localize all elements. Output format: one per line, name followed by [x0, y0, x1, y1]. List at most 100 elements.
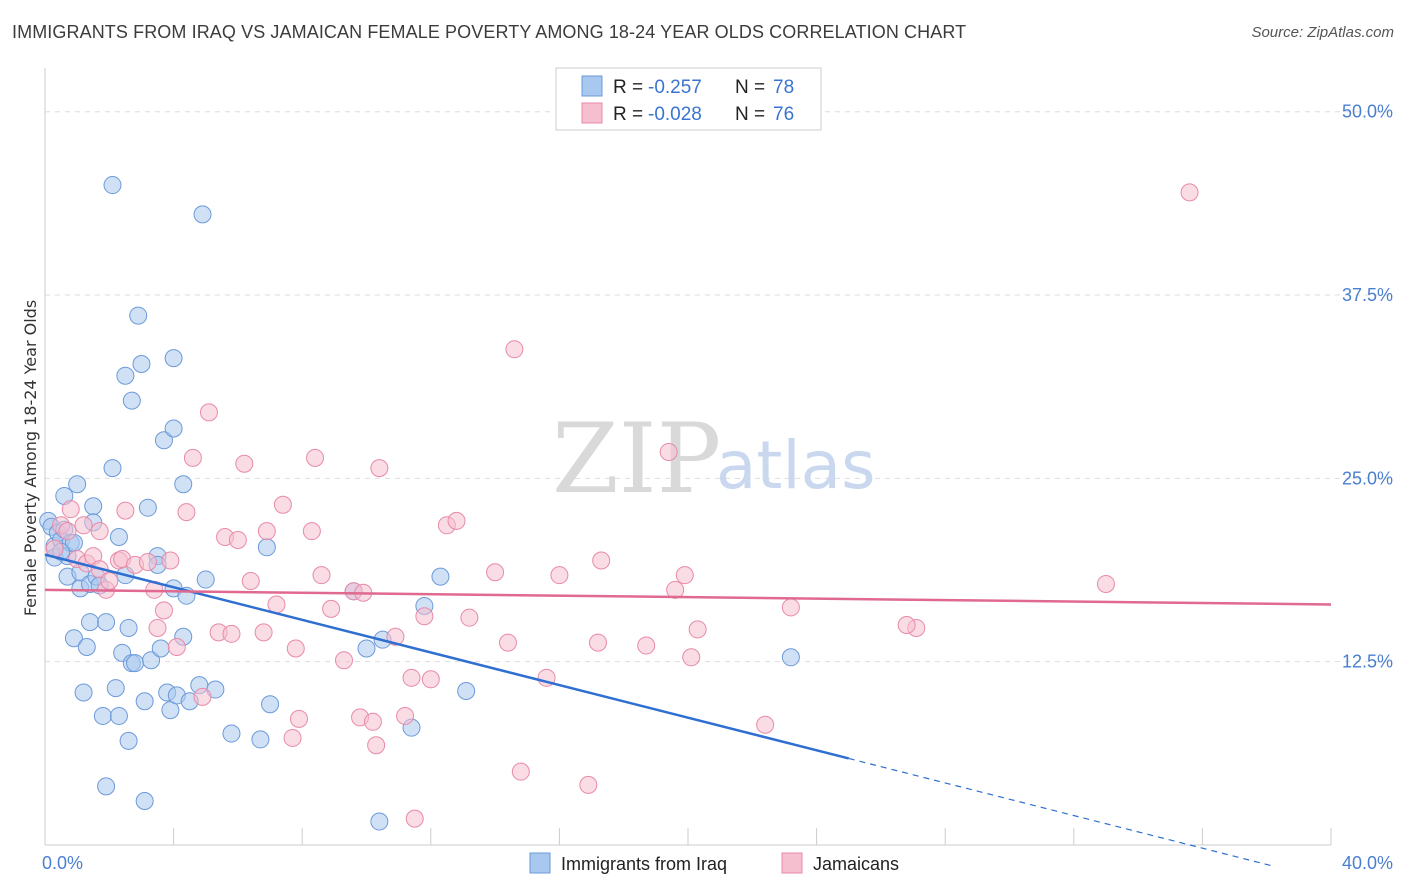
jamaicans-point-58 — [460, 608, 479, 627]
jamaicans-point-14 — [116, 501, 135, 520]
jamaicans-point-73 — [688, 620, 707, 639]
jamaicans-point-18 — [148, 618, 167, 637]
series-jamaicans-points — [45, 183, 1199, 828]
jamaicans-point-29 — [228, 530, 247, 549]
jamaicans-point-62 — [511, 762, 530, 781]
axes — [44, 68, 1332, 846]
jamaicans-point-71 — [675, 566, 694, 585]
bottom-legend-swatch-jamaicans — [781, 852, 803, 874]
iraq-point-45 — [142, 651, 161, 670]
y-tick-label-0: 12.5% — [1342, 652, 1393, 672]
iraq-point-67 — [261, 695, 280, 714]
jamaicans-point-37 — [286, 639, 305, 658]
jamaicans-point-53 — [405, 809, 424, 828]
iraq-point-54 — [164, 419, 183, 438]
jamaicans-point-40 — [306, 448, 325, 467]
jamaicans-point-52 — [402, 668, 421, 687]
jamaicans-point-38 — [289, 709, 308, 728]
gridlines — [45, 111, 1392, 663]
jamaicans-point-77 — [897, 616, 916, 635]
jamaicans-point-31 — [241, 572, 260, 591]
jamaicans-point-48 — [367, 736, 386, 755]
iraq-point-66 — [257, 538, 276, 557]
trend-line-iraq-extension — [848, 757, 1274, 867]
legend-r-value-2: -0.028 — [648, 104, 702, 125]
iraq-point-30 — [109, 528, 128, 547]
iraq-point-48 — [151, 639, 170, 658]
jamaicans-point-65 — [579, 775, 598, 794]
bottom-legend-swatch-iraq — [529, 852, 551, 874]
iraq-point-65 — [251, 730, 270, 749]
bottom-legend-label-iraq: Immigrants from Iraq — [561, 854, 727, 874]
jamaicans-point-42 — [322, 599, 341, 618]
jamaicans-point-47 — [363, 712, 382, 731]
iraq-point-40 — [129, 306, 148, 325]
legend-r-value-1: -0.257 — [648, 77, 702, 98]
iraq-point-44 — [138, 498, 157, 517]
jamaicans-point-79 — [1180, 183, 1199, 202]
jamaicans-point-36 — [283, 728, 302, 747]
legend-r-label-2: R = — [613, 104, 643, 125]
legend: R = -0.257 N = 78 R = -0.028 N = 76 — [555, 67, 822, 131]
iraq-point-74 — [431, 567, 450, 586]
y-axis-label: Female Poverty Among 18-24 Year Olds — [21, 300, 40, 616]
iraq-point-43 — [135, 792, 154, 811]
iraq-point-13 — [68, 475, 87, 494]
iraq-point-56 — [174, 475, 193, 494]
bottom-legend: Immigrants from Iraq Jamaicans — [529, 852, 899, 874]
jamaicans-point-25 — [199, 403, 218, 422]
legend-swatch-blue — [581, 75, 603, 97]
iraq-point-36 — [119, 618, 138, 637]
iraq-point-20 — [84, 497, 103, 516]
series-iraq-points — [39, 176, 800, 831]
iraq-point-27 — [103, 176, 122, 195]
jamaicans-point-21 — [167, 638, 186, 657]
jamaicans-point-55 — [421, 670, 440, 689]
jamaicans-point-74 — [756, 715, 775, 734]
jamaicans-point-67 — [592, 551, 611, 570]
iraq-point-35 — [119, 731, 138, 750]
watermark: ZIP atlas — [552, 403, 876, 515]
legend-swatch-pink — [581, 102, 603, 124]
jamaicans-point-49 — [370, 459, 389, 478]
jamaicans-point-19 — [154, 601, 173, 620]
legend-n-label-1: N = — [735, 77, 765, 98]
iraq-point-69 — [357, 639, 376, 658]
iraq-point-75 — [457, 682, 476, 701]
legend-n-value-1: 78 — [773, 77, 794, 98]
iraq-point-18 — [81, 613, 100, 632]
trend-line-jamaicans — [44, 588, 1332, 606]
jamaicans-point-66 — [588, 633, 607, 652]
jamaicans-point-54 — [415, 607, 434, 626]
jamaicans-point-5 — [74, 516, 93, 535]
iraq-point-49 — [154, 431, 173, 450]
iraq-point-17 — [77, 638, 96, 657]
chart-title: IMMIGRANTS FROM IRAQ VS JAMAICAN FEMALE … — [12, 22, 967, 42]
jamaicans-point-35 — [273, 495, 292, 514]
jamaicans-point-41 — [312, 566, 331, 585]
jamaicans-point-57 — [447, 511, 466, 530]
jamaicans-point-23 — [183, 448, 202, 467]
iraq-point-24 — [93, 706, 112, 725]
iraq-point-25 — [97, 613, 116, 632]
watermark-zip: ZIP — [552, 403, 721, 515]
jamaicans-point-3 — [61, 500, 80, 519]
jamaicans-point-24 — [193, 687, 212, 706]
jamaicans-point-75 — [781, 598, 800, 617]
iraq-point-28 — [103, 459, 122, 478]
x-tick-label-0: 0.0% — [42, 853, 83, 873]
jamaicans-point-69 — [659, 442, 678, 461]
y-tick-label-1: 25.0% — [1342, 468, 1393, 488]
jamaicans-point-11 — [100, 572, 119, 591]
iraq-point-16 — [74, 683, 93, 702]
iraq-point-12 — [64, 629, 83, 648]
y-tick-labels: 12.5% 25.0% 37.5% 50.0% — [1342, 102, 1393, 672]
jamaicans-point-61 — [505, 340, 524, 359]
chart-source: Source: ZipAtlas.com — [1251, 24, 1394, 41]
iraq-point-53 — [164, 349, 183, 368]
jamaicans-point-22 — [177, 503, 196, 522]
jamaicans-point-50 — [386, 627, 405, 646]
jamaicans-point-51 — [396, 706, 415, 725]
iraq-point-70 — [370, 812, 389, 831]
iraq-point-64 — [222, 724, 241, 743]
